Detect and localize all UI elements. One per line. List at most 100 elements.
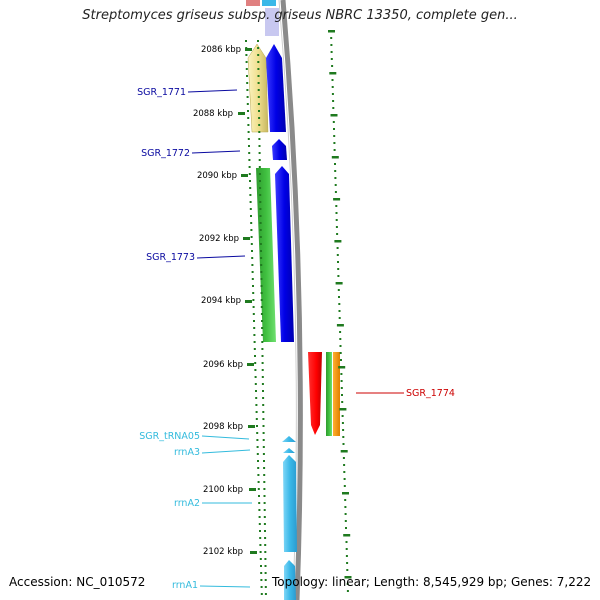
track-tick: [258, 145, 261, 147]
track-tick: [334, 170, 337, 172]
track-tick: [261, 327, 264, 329]
gene-label-sgr-1774[interactable]: SGR_1774: [406, 388, 455, 399]
track-tick: [261, 348, 264, 350]
track-tick: [252, 285, 254, 287]
gene-label-sgr-1771[interactable]: SGR_1771: [137, 87, 186, 98]
track-tick: [345, 527, 347, 529]
track-tick: [255, 411, 258, 413]
track-tick: [259, 243, 262, 245]
gene-label-sgr-1773[interactable]: SGR_1773: [146, 252, 195, 263]
track-tick: [263, 488, 266, 490]
track-tick: [340, 387, 343, 389]
tick-label: 2086 kbp: [201, 45, 241, 55]
track-tick: [264, 537, 267, 539]
track-tick: [264, 558, 267, 560]
track-tick: [260, 292, 263, 294]
track-tick: [259, 180, 261, 182]
track-tick: [341, 394, 343, 396]
track-tick: [332, 121, 335, 123]
track-tick: [331, 93, 334, 95]
track-tick: [262, 432, 265, 434]
feature-top-cyan: [262, 0, 276, 6]
gene-label-sgr-trna05[interactable]: SGR_tRNA05: [139, 431, 200, 442]
track-tick: [329, 72, 337, 75]
gene-label-rrna2[interactable]: rrnA2: [174, 498, 200, 509]
track-tick: [261, 320, 263, 322]
track-tick: [262, 425, 265, 427]
track-tick: [246, 89, 249, 91]
gene-label-rrna1[interactable]: rrnA1: [172, 580, 198, 591]
track-tick: [259, 544, 262, 546]
track-tick: [257, 75, 260, 77]
track-tick: [259, 187, 262, 189]
track-tick: [262, 453, 265, 455]
track-tick: [332, 107, 335, 109]
track-tick: [346, 562, 349, 564]
track-tick: [260, 586, 263, 588]
track-tick: [335, 219, 338, 221]
track-tick: [245, 68, 248, 70]
track-tick: [254, 369, 257, 371]
track-tick: [338, 317, 341, 319]
track-tick: [260, 572, 263, 574]
track-tick: [253, 320, 255, 322]
track-tick: [335, 212, 338, 214]
track-tick: [260, 285, 263, 287]
track-tick: [328, 30, 335, 33]
track-tick: [342, 429, 345, 431]
track-tick: [333, 142, 336, 144]
track-tick: [258, 173, 261, 175]
track-tick: [249, 201, 252, 203]
track-tick: [334, 163, 336, 165]
tick-label: 2092 kbp: [199, 234, 239, 244]
track-tick: [262, 446, 265, 448]
gene-label-sgr-1772[interactable]: SGR_1772: [141, 148, 190, 159]
track-tick: [344, 520, 347, 522]
track-tick: [340, 450, 348, 453]
track-tick: [249, 187, 252, 189]
track-tick: [334, 191, 337, 193]
track-tick: [330, 51, 333, 53]
track-tick: [257, 82, 260, 84]
tick-track-middle: [257, 40, 267, 595]
track-tick: [250, 229, 253, 231]
track-tick: [248, 166, 251, 168]
track-tick: [261, 362, 264, 364]
track-tick: [339, 352, 342, 354]
track-tick: [255, 390, 257, 392]
track-tick: [246, 96, 249, 98]
track-tick: [257, 47, 260, 49]
track-tick: [257, 488, 260, 490]
track-tick: [339, 338, 342, 340]
track-tick: [338, 310, 341, 312]
track-tick: [342, 436, 345, 438]
track-tick: [258, 495, 260, 497]
gene-label-rrna3[interactable]: rrnA3: [174, 447, 200, 458]
track-tick: [262, 397, 265, 399]
track-tick: [260, 299, 263, 301]
track-tick: [257, 103, 260, 105]
track-tick: [344, 499, 347, 501]
track-tick: [258, 131, 261, 133]
track-tick: [333, 198, 341, 201]
track-tick: [344, 576, 352, 579]
track-tick: [260, 593, 263, 595]
track-tick: [343, 478, 346, 480]
track-tick: [343, 485, 346, 487]
track-tick: [260, 271, 263, 273]
track-tick: [343, 464, 346, 466]
feature-sgr-1771-blue: [266, 44, 286, 132]
track-tick: [261, 355, 264, 357]
track-tick: [339, 331, 342, 333]
track-tick: [334, 240, 342, 243]
track-tick: [255, 404, 258, 406]
track-tick: [258, 138, 261, 140]
track-tick: [248, 173, 251, 175]
track-tick: [336, 324, 344, 327]
track-tick: [331, 79, 334, 81]
track-tick: [259, 229, 262, 231]
track-tick: [253, 348, 256, 350]
track-tick: [249, 180, 251, 182]
track-tick: [247, 138, 250, 140]
track-tick: [342, 443, 345, 445]
